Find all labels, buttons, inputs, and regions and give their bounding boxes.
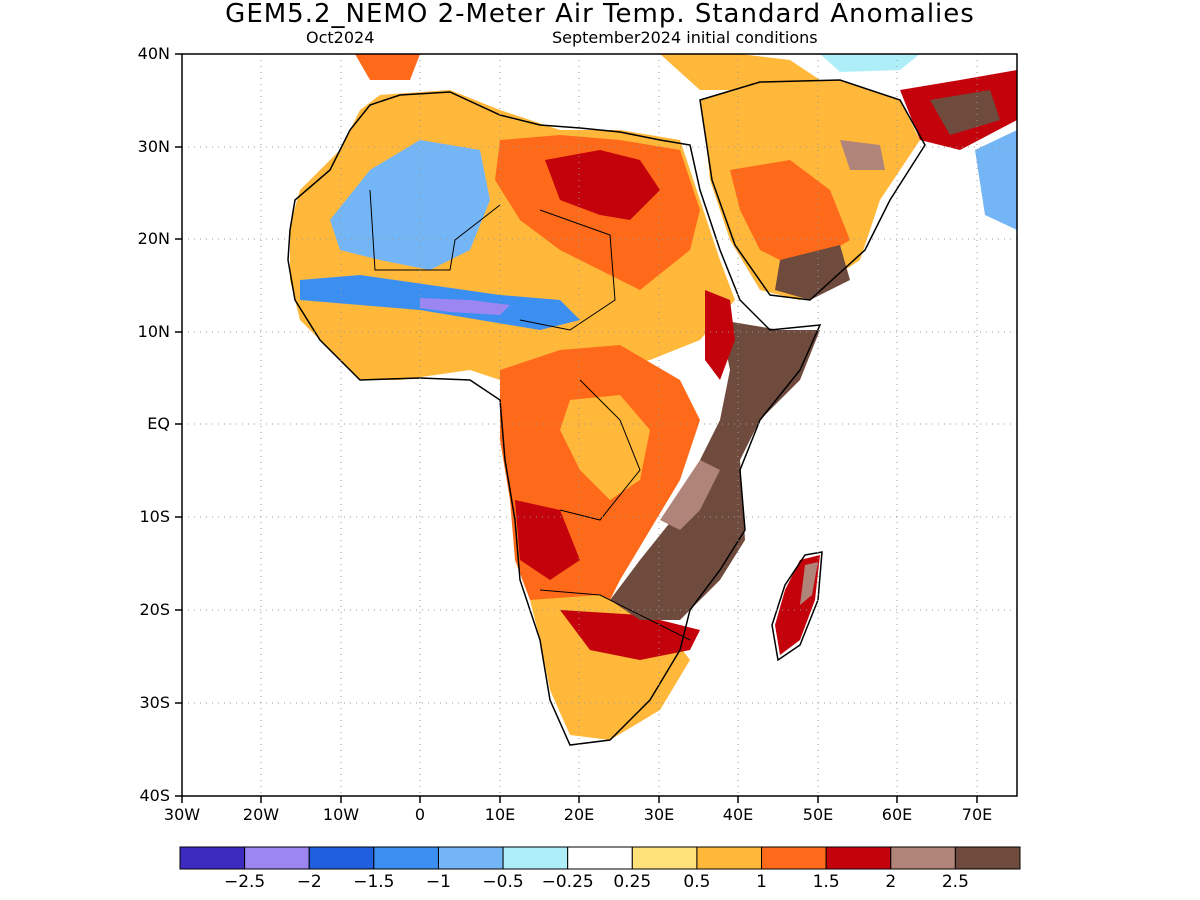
lon-label-50e: 50E [802, 805, 834, 824]
lon-label-10e: 10E [484, 805, 516, 824]
lon-label-10w: 10W [322, 805, 360, 824]
turkey-cool [820, 54, 920, 72]
south-asia-cool [975, 130, 1017, 230]
colorbar-label: −0.5 [482, 872, 524, 892]
west-africa-warm [310, 310, 470, 375]
east-africa-strong [660, 460, 720, 530]
lon-label-70e: 70E [961, 805, 993, 824]
lat-label-10n: 10N [137, 322, 170, 341]
lat-label-40n: 40N [137, 44, 170, 63]
valid-month: Oct2024 [306, 28, 375, 47]
colorbar-label: −1.5 [353, 872, 395, 892]
lat-label-30s: 30S [139, 693, 170, 712]
colorbar-label: −2 [296, 872, 322, 892]
map-title: GEM5.2_NEMO 2-Meter Air Temp. Standard A… [225, 0, 975, 29]
init-conditions: September2024 initial conditions [552, 28, 818, 47]
axis-ticks [175, 53, 978, 803]
graticule [182, 54, 1017, 796]
colorbar-swatch [567, 846, 633, 870]
lat-label-30n: 30N [137, 137, 170, 156]
iberia-anomaly [355, 54, 420, 80]
colorbar [179, 846, 1021, 870]
lon-label-20e: 20E [563, 805, 595, 824]
lat-label-40s: 40S [139, 786, 170, 805]
lon-label-40e: 40E [722, 805, 754, 824]
colorbar-label: −2.5 [223, 872, 266, 892]
colorbar-label: 2 [885, 872, 897, 892]
coastlines [287, 79, 926, 746]
lat-label-eq: EQ [147, 414, 170, 433]
lat-label-20n: 20N [137, 229, 170, 248]
angola-hot [515, 500, 580, 580]
west-sahara-cool [330, 140, 490, 270]
sahel-strong-cool [420, 298, 510, 315]
colorbar-label: 0.5 [683, 872, 711, 892]
congo-warm-core [560, 395, 650, 500]
colorbar-swatch [308, 846, 375, 870]
colorbar-swatch [244, 846, 310, 870]
arabia-extreme [775, 245, 850, 300]
colorbar-swatch [696, 846, 763, 870]
colorbar-swatch [179, 846, 246, 870]
lon-label-20w: 20W [242, 805, 280, 824]
colorbar-label: 1 [756, 872, 767, 892]
east-africa-warm-edge [705, 290, 735, 380]
colorbar-swatch [761, 846, 827, 870]
colorbar-swatch [502, 846, 569, 870]
colorbar-label: −0.25 [541, 872, 594, 892]
madagascar-extreme [800, 562, 818, 605]
colorbar-label: 0.25 [613, 872, 652, 892]
iran-extreme [930, 90, 1000, 135]
colorbar-swatch [373, 846, 439, 870]
lon-label-30w: 30W [163, 805, 201, 824]
gulf-extreme [840, 140, 885, 170]
colorbar-swatch [437, 846, 504, 870]
southern-africa-hot [560, 610, 700, 660]
colorbar-label: 1.5 [812, 872, 840, 892]
lat-label-10s: 10S [139, 507, 170, 526]
colorbar-swatch [631, 846, 698, 870]
map-frame [181, 53, 1018, 797]
colorbar-label: 2.5 [941, 872, 969, 892]
lat-label-20s: 20S [139, 600, 170, 619]
lon-label-30e: 30E [643, 805, 675, 824]
colorbar-label: −1 [425, 872, 451, 892]
arabia-hot [730, 160, 850, 270]
colorbar-swatch [954, 846, 1021, 870]
lon-label-0: 0 [414, 805, 426, 824]
colorbar-swatch [825, 846, 892, 870]
lon-label-60e: 60E [881, 805, 913, 824]
anomaly-field [290, 54, 1017, 740]
colorbar-swatch [890, 846, 956, 870]
sahara-hot-core [545, 150, 660, 220]
